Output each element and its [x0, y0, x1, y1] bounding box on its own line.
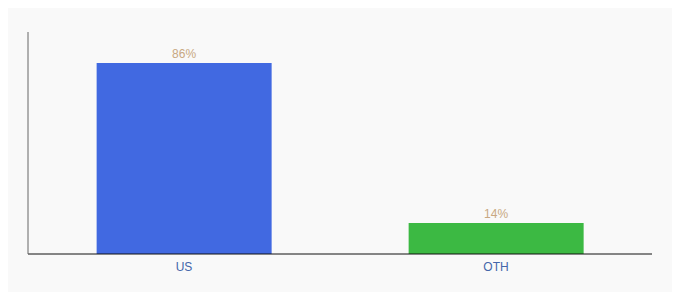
svg-text:US: US: [176, 260, 193, 274]
svg-text:OTH: OTH: [483, 260, 508, 274]
svg-text:14%: 14%: [484, 207, 508, 221]
svg-text:86%: 86%: [172, 47, 196, 61]
